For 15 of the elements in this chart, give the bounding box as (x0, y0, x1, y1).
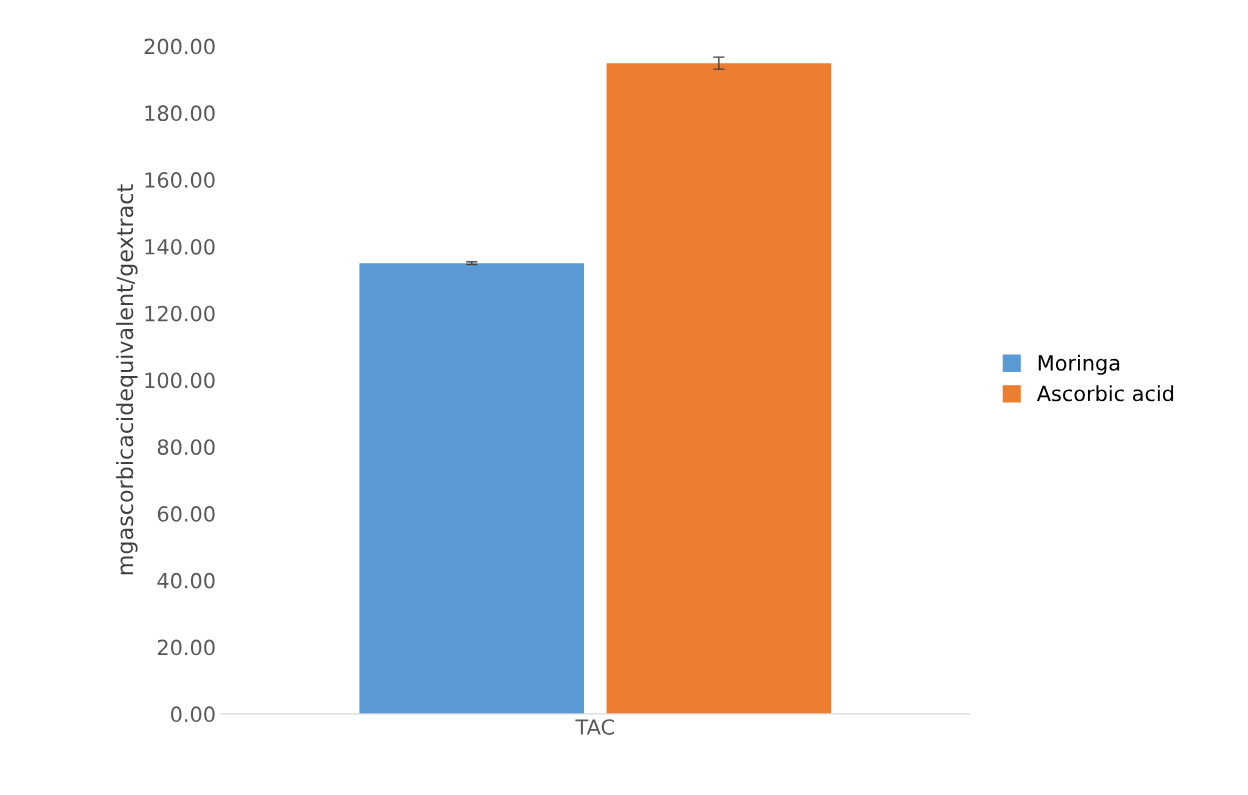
y-tick-label: 40.00 (157, 572, 215, 589)
y-axis-title: mgascorbicacidequivalent/gextract (116, 184, 138, 575)
y-tick-label: 0.00 (171, 706, 215, 723)
y-tick-label: 140.00 (145, 238, 215, 255)
y-tick-label: 20.00 (157, 639, 215, 656)
y-tick-label: 120.00 (145, 305, 215, 322)
legend-label: Ascorbic acid (1036, 385, 1174, 402)
x-tick-label: TAC (575, 719, 614, 735)
legend-label: Moringa (1038, 354, 1120, 375)
y-tick-label: 80.00 (157, 439, 215, 455)
y-tick-label: 200.00 (144, 38, 215, 55)
y-tick-label: 100.00 (145, 372, 215, 389)
y-tick-label: 160.00 (145, 172, 215, 188)
y-tick-label: 60.00 (157, 506, 215, 522)
y-tick-label: 180.00 (145, 105, 215, 122)
